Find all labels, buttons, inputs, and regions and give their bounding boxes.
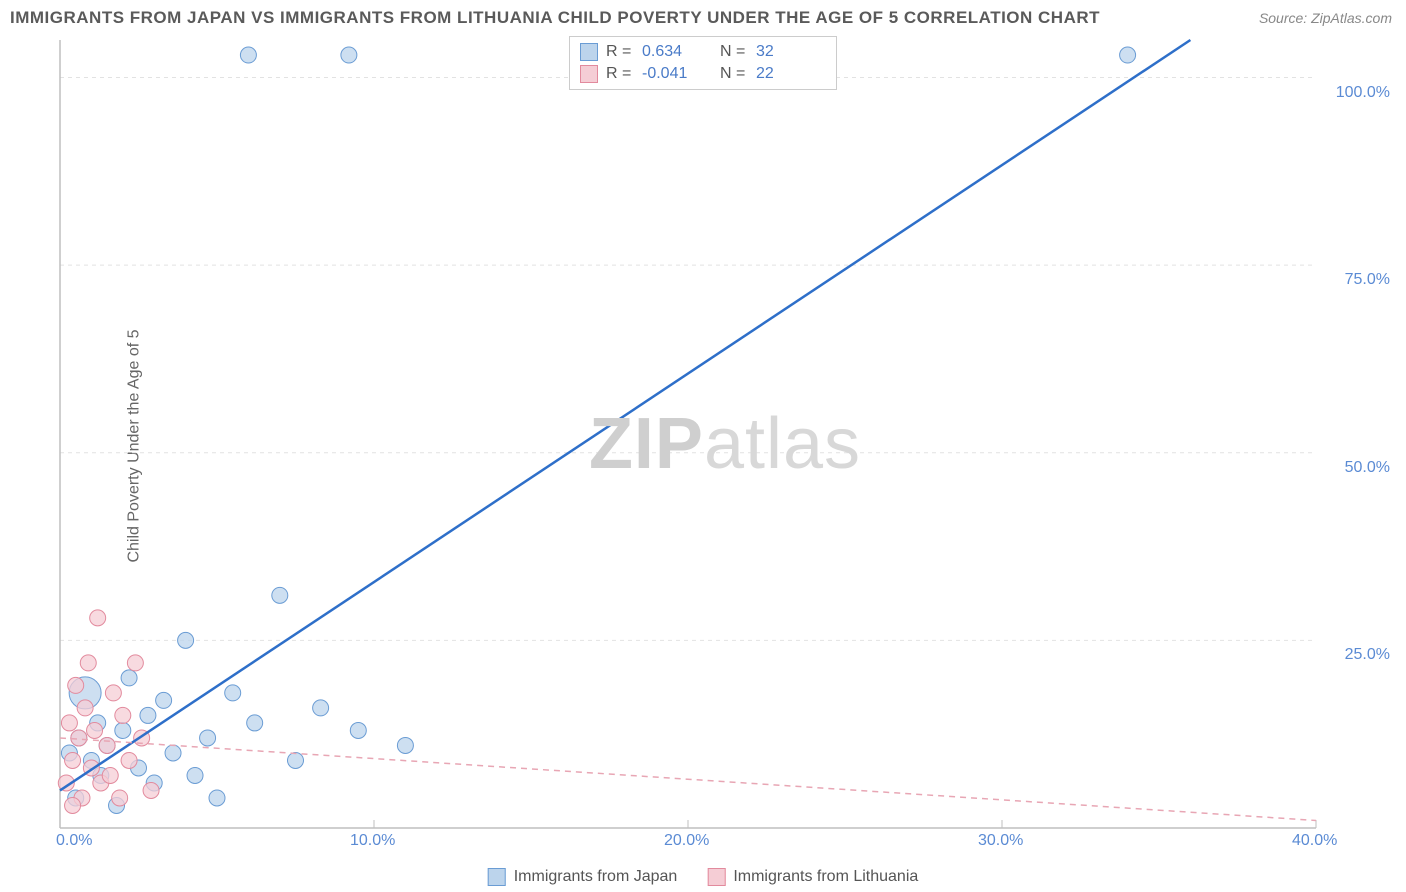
series-legend: Immigrants from Japan Immigrants from Li… [488,868,919,886]
x-tick-label: 0.0% [56,832,92,850]
r-value: 0.634 [642,43,712,61]
source-attribution: Source: ZipAtlas.com [1259,10,1392,26]
legend-label: Immigrants from Japan [514,868,678,886]
legend-item: Immigrants from Japan [488,868,678,886]
legend-swatch-icon [580,43,598,61]
legend-item: Immigrants from Lithuania [707,868,918,886]
legend-swatch-icon [707,868,725,886]
correlation-legend: R = 0.634 N = 32 R = -0.041 N = 22 [569,36,837,90]
legend-row: R = -0.041 N = 22 [580,63,826,85]
y-tick-label: 75.0% [1345,271,1390,289]
x-tick-label: 40.0% [1292,832,1337,850]
chart-title: IMMIGRANTS FROM JAPAN VS IMMIGRANTS FROM… [10,8,1100,28]
r-value: -0.041 [642,65,712,83]
y-tick-label: 50.0% [1345,459,1390,477]
r-label: R = [606,43,634,61]
r-label: R = [606,65,634,83]
y-tick-label: 25.0% [1345,646,1390,664]
legend-swatch-icon [488,868,506,886]
chart-plot-area: ZIPatlas 25.0%50.0%75.0%100.0%0.0%10.0%2… [54,34,1396,854]
source-prefix: Source: [1259,10,1311,26]
n-label: N = [720,65,748,83]
source-name: ZipAtlas.com [1311,10,1392,26]
n-value: 32 [756,43,826,61]
x-tick-label: 10.0% [350,832,395,850]
n-value: 22 [756,65,826,83]
legend-swatch-icon [580,65,598,83]
y-tick-label: 100.0% [1336,84,1390,102]
x-tick-label: 20.0% [664,832,709,850]
legend-row: R = 0.634 N = 32 [580,41,826,63]
legend-label: Immigrants from Lithuania [733,868,918,886]
x-tick-label: 30.0% [978,832,1023,850]
chart-svg [54,34,1396,854]
n-label: N = [720,43,748,61]
